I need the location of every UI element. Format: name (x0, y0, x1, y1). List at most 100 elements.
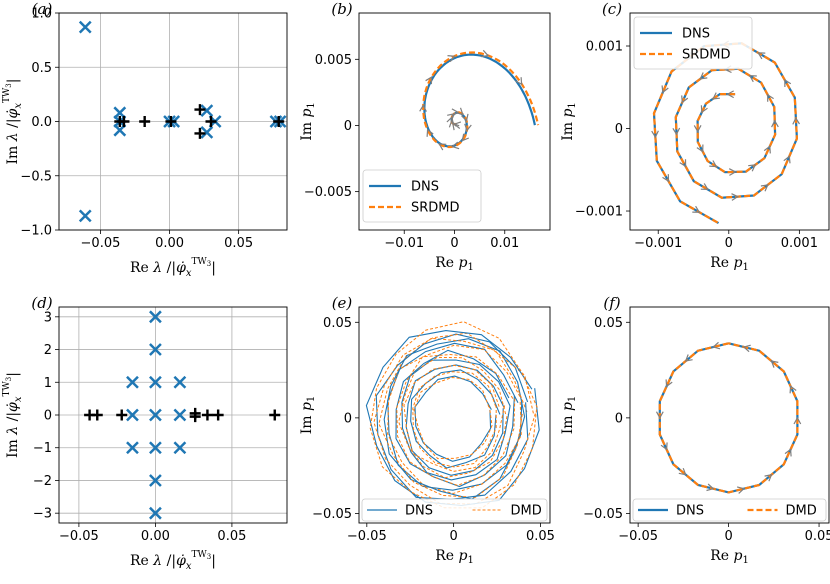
data-point-x (173, 375, 187, 389)
x-tick-label: −0.05 (618, 529, 658, 544)
data-point-x (78, 20, 92, 34)
x-tick-label: 0.05 (224, 236, 253, 251)
ring-dns (414, 375, 492, 462)
legend-label-dns: DNS (682, 27, 710, 42)
panel-label: (a) (32, 0, 53, 18)
data-point-plus (194, 127, 206, 139)
trajectory-arrow (696, 144, 704, 153)
data-point-plus (189, 411, 201, 423)
y-tick-label: 2 (44, 343, 52, 358)
y-axis-label: Im λ /|φ̇xTW3| (2, 79, 24, 165)
ring-dmd (403, 364, 506, 472)
trajectory-arrow (679, 159, 687, 168)
panel-c: −0.001 0 0.001 0.001 0 −0.001 (c) Re p1 Im p1 DNS… (560, 0, 830, 273)
ring-dmd (398, 356, 508, 479)
trajectory-dmd (658, 342, 799, 494)
trajectory-arrow (446, 116, 454, 125)
x-tick-label: 0.00 (141, 529, 170, 544)
trajectory-arrow (515, 77, 523, 86)
panel-b: −0.01 0 0.01 0.005 0 −0.005 (b) Re p1 Im p1 DNS SR… (299, 0, 551, 273)
legend-label-dmd: DMD (786, 504, 817, 519)
trajectory-arrow (784, 448, 792, 457)
trajectory-arrow (447, 55, 456, 63)
y-axis-label: Im p1 (560, 102, 578, 141)
y-tick-label: −0.001 (575, 205, 623, 220)
plot-frame (629, 12, 830, 231)
y-tick-label: −0.005 (304, 185, 352, 200)
trajectory-arrow (789, 385, 797, 394)
y-tick-label: 0.005 (315, 53, 352, 68)
trajectory-arrow (771, 119, 779, 128)
trajectory-arrow (678, 467, 687, 476)
data-point-plus (273, 116, 285, 127)
legend-label-dmd: DMD (511, 504, 542, 519)
trajectory-arrow (706, 483, 715, 492)
y-axis-label: Im λ /|φ̇xTW3| (2, 372, 24, 458)
trajectory-arrow (665, 379, 673, 388)
plot-frame (58, 306, 288, 524)
trajectory-arrow (726, 90, 734, 99)
x-axis-label: Re p1 (435, 548, 474, 566)
x-tick-label: 0.01 (490, 236, 519, 251)
trajectory-arrow (792, 116, 801, 125)
ring-dmd (413, 376, 493, 460)
x-tick-label: −0.05 (59, 529, 99, 544)
legend-label-dns: DNS (405, 504, 433, 519)
trajectory-arrow (763, 145, 771, 154)
data-point-x (126, 441, 139, 455)
y-tick-label: −1 (33, 441, 52, 456)
legend (633, 16, 753, 70)
data-point-plus (201, 409, 213, 421)
trajectory-arrow (461, 113, 469, 122)
panel-label: (f) (603, 294, 620, 312)
data-point-plus (91, 409, 103, 421)
plot-frame (629, 306, 830, 524)
trajectory-arrow (660, 442, 668, 451)
legend-label-srdmd: SRDMD (411, 201, 460, 216)
plot-frame (58, 12, 288, 231)
trajectory-arrow (731, 193, 740, 201)
ring-dmd (373, 332, 536, 505)
ring-dmd (387, 344, 523, 495)
trajectory-arrow (700, 183, 709, 191)
ring-dns (405, 364, 505, 476)
trajectory-arrow (438, 143, 447, 151)
y-tick-label: −3 (33, 507, 52, 522)
data-point-plus (269, 409, 281, 421)
x-axis-label: Re p1 (710, 255, 749, 273)
trajectory-arrow (425, 76, 433, 85)
data-point-plus (116, 409, 128, 421)
data-point-x (149, 441, 162, 455)
x-tick-label: 0.05 (805, 529, 830, 544)
data-point-x (173, 408, 187, 422)
trajectory-arrow (699, 72, 708, 80)
y-axis-label: Im p1 (299, 396, 317, 435)
panel-a: −0.05 0.00 0.05 1.0 0.5 0.0 −0.5 −1.0 (a) Re λ /|… (2, 0, 288, 279)
x-tick-label: 0.001 (781, 236, 818, 251)
trajectory-arrow (793, 416, 802, 425)
x-axis-label: Re λ /|φ̇xTW3| (130, 550, 216, 572)
y-tick-label: 0.0 (31, 115, 52, 130)
y-tick-label: 0.001 (586, 40, 623, 55)
trajectory-arrow (709, 160, 718, 168)
data-point-plus (205, 116, 217, 127)
trajectory-arrow (742, 344, 751, 353)
data-point-x (126, 408, 139, 422)
trajectory-arrow (760, 184, 769, 192)
legend (632, 498, 827, 522)
y-tick-label: −0.05 (312, 507, 352, 522)
x-tick-label: 0 (724, 529, 732, 544)
x-axis-label: Re λ /|φ̇xTW3| (130, 257, 216, 279)
trajectory-arrow (748, 164, 757, 172)
x-tick-label: 0 (450, 236, 458, 251)
x-tick-label: −0.05 (81, 236, 121, 251)
trajectory-arrow (448, 119, 457, 128)
data-point-plus (139, 116, 151, 127)
data-point-x (149, 343, 162, 356)
trajectory-dns (423, 53, 536, 148)
panel-label: (e) (332, 294, 353, 312)
trajectory-arrow (684, 354, 693, 362)
trajectory-arrow (681, 95, 689, 104)
y-tick-label: −2 (33, 474, 52, 489)
